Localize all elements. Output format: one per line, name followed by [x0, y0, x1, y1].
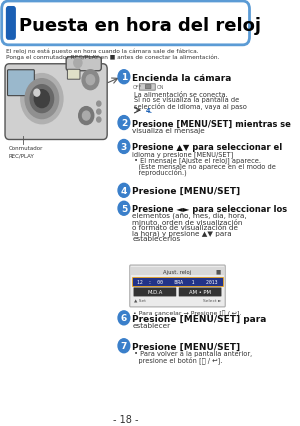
- Text: la hora) y presione ▲▼ para: la hora) y presione ▲▼ para: [132, 230, 232, 236]
- Text: OFF: OFF: [132, 84, 142, 89]
- Text: Conmutador
REC/PLAY: Conmutador REC/PLAY: [8, 146, 43, 158]
- Text: • Para volver a la pantalla anterior,: • Para volver a la pantalla anterior,: [132, 350, 252, 356]
- Text: Ajust. reloj: Ajust. reloj: [164, 269, 192, 274]
- Text: Presione [MENU/SET]: Presione [MENU/SET]: [132, 187, 240, 196]
- Text: 2: 2: [121, 119, 127, 128]
- Text: o formato de visualización de: o formato de visualización de: [132, 224, 238, 230]
- FancyBboxPatch shape: [140, 84, 155, 91]
- FancyBboxPatch shape: [179, 288, 221, 297]
- Text: • Para cancelar → Presione [山 / ↩].: • Para cancelar → Presione [山 / ↩].: [130, 310, 241, 316]
- Text: establecer: establecer: [132, 322, 170, 328]
- Text: reproducción.): reproducción.): [132, 168, 187, 176]
- Circle shape: [74, 59, 82, 69]
- FancyBboxPatch shape: [131, 268, 224, 275]
- FancyBboxPatch shape: [132, 277, 223, 286]
- Circle shape: [118, 311, 130, 325]
- Text: Ponga el conmutador REC/PLAY en ■ antes de conectar la alimentación.: Ponga el conmutador REC/PLAY en ■ antes …: [6, 55, 219, 60]
- Circle shape: [34, 90, 50, 108]
- Circle shape: [21, 75, 63, 124]
- Text: presione el botón [山 / ↩].: presione el botón [山 / ↩].: [132, 356, 223, 363]
- Text: Presione [MENU/SET] para: Presione [MENU/SET] para: [132, 314, 267, 323]
- Text: 4.: 4.: [146, 108, 153, 114]
- Circle shape: [118, 184, 130, 198]
- Circle shape: [25, 80, 58, 119]
- Text: 1: 1: [121, 73, 127, 82]
- Circle shape: [118, 339, 130, 353]
- Text: Puesta en hora del reloj: Puesta en hora del reloj: [19, 17, 261, 35]
- Text: 12  :  00    BRA   1    2013: 12 : 00 BRA 1 2013: [137, 279, 218, 284]
- FancyBboxPatch shape: [68, 70, 80, 80]
- Circle shape: [118, 202, 130, 216]
- Circle shape: [82, 112, 90, 121]
- Text: elementos (año, mes, día, hora,: elementos (año, mes, día, hora,: [132, 213, 247, 220]
- Text: AM • PM: AM • PM: [189, 290, 211, 295]
- Circle shape: [86, 75, 94, 86]
- Circle shape: [97, 102, 101, 107]
- FancyBboxPatch shape: [130, 265, 225, 307]
- Text: establecerlos: establecerlos: [132, 236, 181, 242]
- FancyBboxPatch shape: [2, 2, 250, 46]
- Circle shape: [79, 107, 94, 125]
- Circle shape: [118, 71, 130, 84]
- Text: ■: ■: [216, 269, 221, 274]
- FancyBboxPatch shape: [146, 85, 151, 89]
- Text: 6: 6: [121, 314, 127, 322]
- Text: • El mensaje [Ajuste el reloj] aparece.: • El mensaje [Ajuste el reloj] aparece.: [132, 157, 261, 164]
- Text: Encienda la cámara: Encienda la cámara: [132, 74, 232, 83]
- Text: 4: 4: [121, 186, 127, 196]
- FancyBboxPatch shape: [8, 71, 34, 96]
- Text: La alimentación se conecta.: La alimentación se conecta.: [134, 92, 228, 98]
- Text: ▲ Set: ▲ Set: [134, 298, 146, 302]
- Circle shape: [34, 90, 40, 97]
- FancyBboxPatch shape: [134, 288, 176, 297]
- FancyBboxPatch shape: [66, 58, 101, 72]
- Text: Presione ◄► para seleccionar los: Presione ◄► para seleccionar los: [132, 205, 287, 214]
- Text: M.D.A: M.D.A: [147, 290, 163, 295]
- FancyBboxPatch shape: [6, 7, 16, 41]
- Text: idioma y presione [MENU/SET]: idioma y presione [MENU/SET]: [132, 151, 233, 158]
- Circle shape: [118, 140, 130, 154]
- Circle shape: [97, 110, 101, 115]
- Text: minuto, orden de visualización: minuto, orden de visualización: [132, 219, 243, 225]
- Text: Select ►: Select ►: [203, 298, 221, 302]
- Text: (Este mensaje no aparece en el modo de: (Este mensaje no aparece en el modo de: [132, 163, 276, 169]
- Text: Presione [MENU/SET]: Presione [MENU/SET]: [132, 342, 240, 351]
- Text: visualiza el mensaje: visualiza el mensaje: [132, 127, 205, 133]
- FancyBboxPatch shape: [5, 65, 107, 140]
- Text: El reloj no está puesto en hora cuando la cámara sale de fábrica.: El reloj no está puesto en hora cuando l…: [6, 49, 199, 54]
- Text: 3: 3: [121, 143, 127, 152]
- Text: Si no se visualiza la pantalla de: Si no se visualiza la pantalla de: [134, 97, 239, 103]
- Circle shape: [30, 86, 54, 113]
- Text: - 18 -: - 18 -: [113, 414, 138, 423]
- Text: 5: 5: [121, 204, 127, 213]
- Text: Presione ▲▼ para seleccionar el: Presione ▲▼ para seleccionar el: [132, 143, 283, 152]
- Text: 7: 7: [121, 342, 127, 351]
- Text: ON: ON: [157, 84, 164, 89]
- Text: Presione [MENU/SET] mientras se: Presione [MENU/SET] mientras se: [132, 119, 291, 128]
- Circle shape: [97, 118, 101, 123]
- Text: selección de idioma, vaya al paso: selección de idioma, vaya al paso: [134, 102, 247, 109]
- Circle shape: [82, 71, 99, 90]
- Circle shape: [118, 116, 130, 130]
